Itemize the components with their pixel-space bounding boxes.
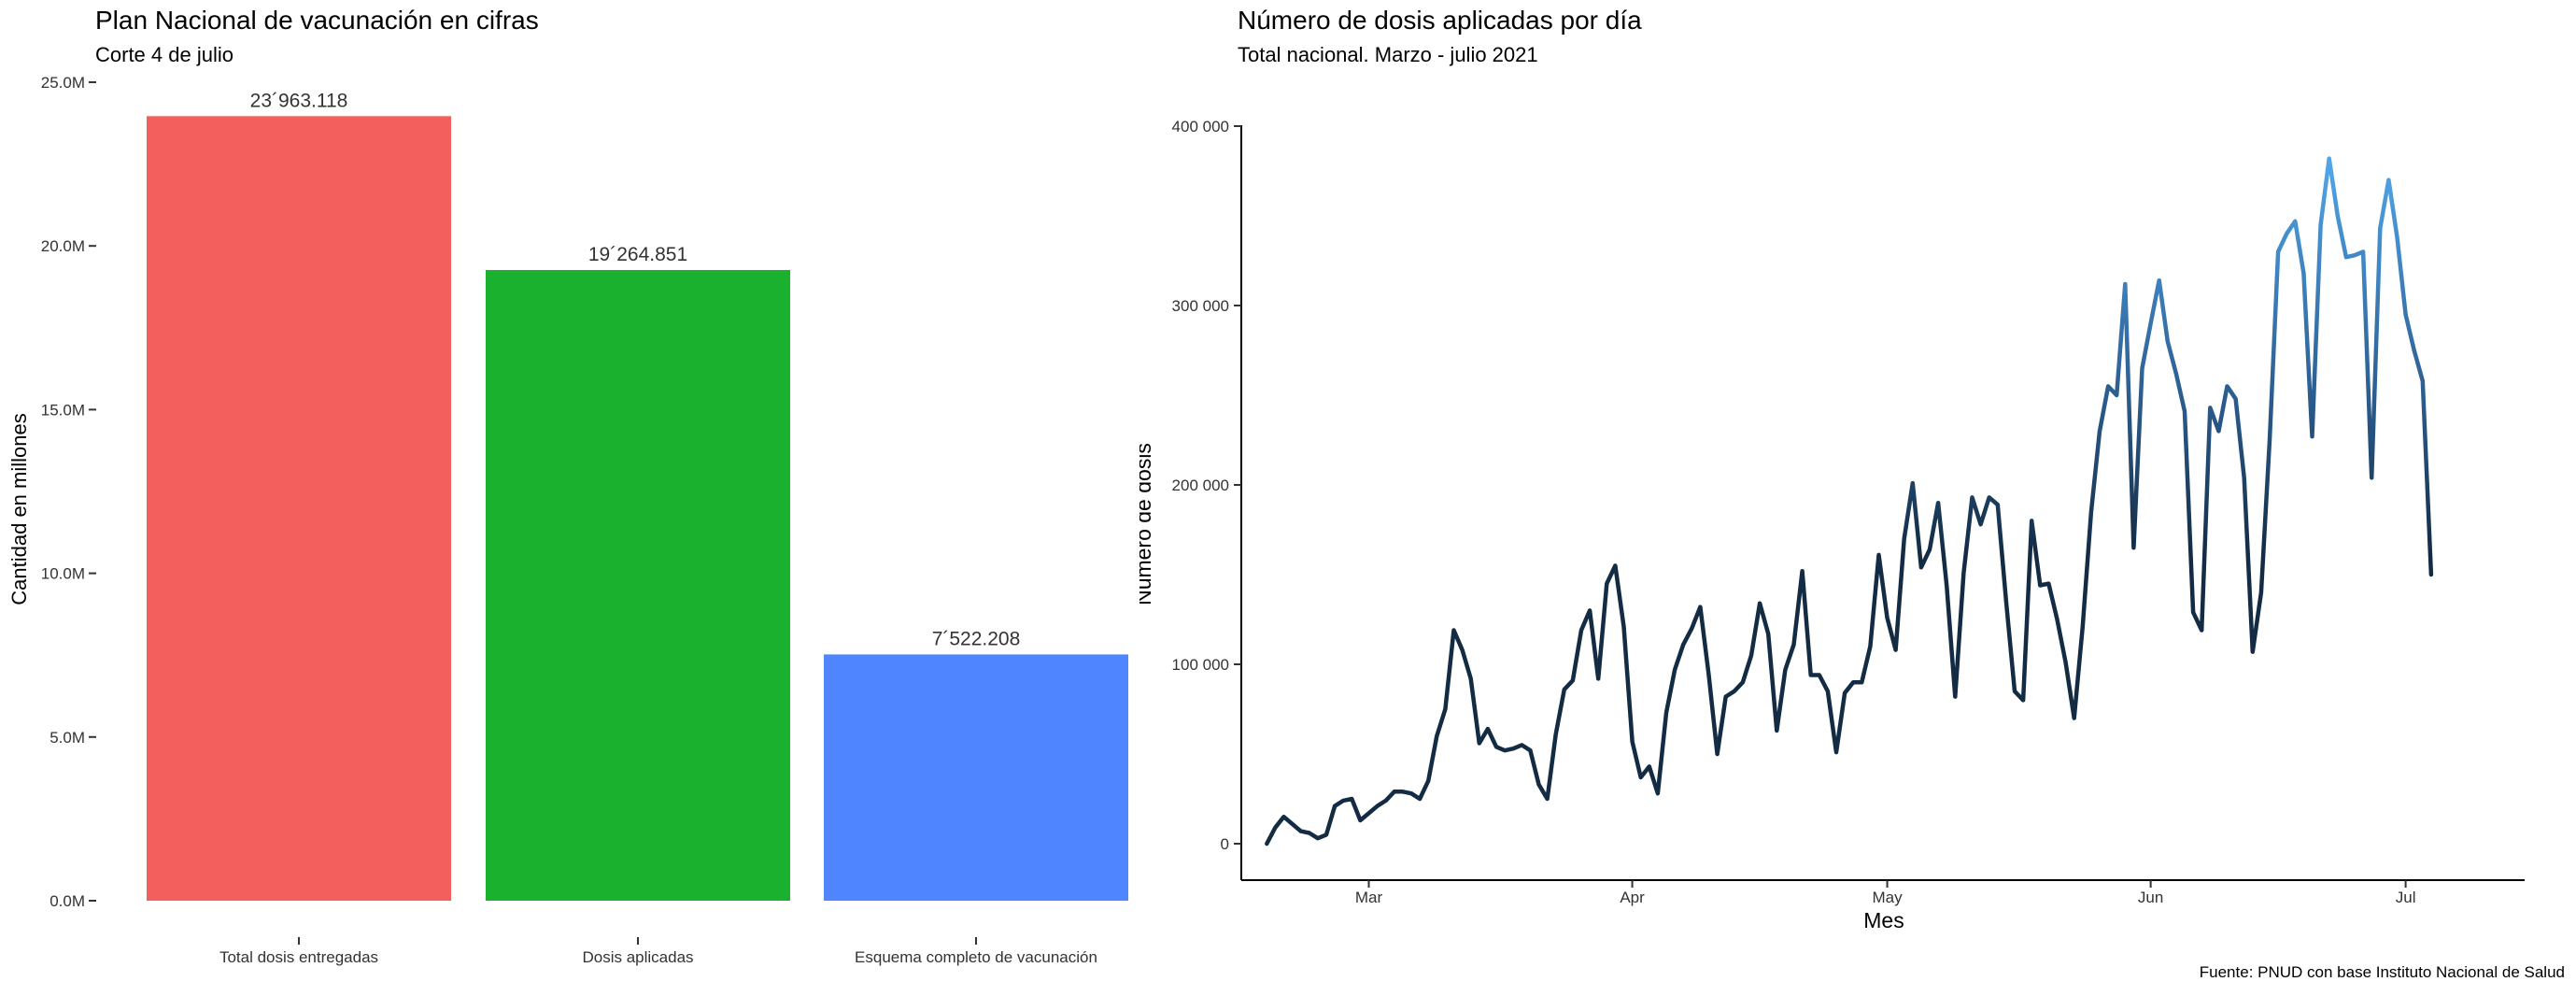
bar-chart-y-tick-label: 20.0M (41, 237, 85, 255)
bar-chart-x-tick-label: Total dosis entregadas (219, 948, 378, 966)
line-series (1265, 156, 2434, 847)
line-chart-x-tick-label: Jul (2396, 889, 2416, 906)
left-chart-subtitle: Corte 4 de julio (95, 43, 234, 66)
line-chart-x-tick-label: May (1872, 889, 1903, 906)
line-chart-x-axis-label: Mes (1863, 908, 1904, 932)
bar (486, 269, 790, 902)
bar-data-label: 23´963.118 (250, 90, 348, 111)
line-chart-y-axis-label: Número de dosis (1139, 443, 1155, 605)
bar-chart-y-tick-label: 5.0M (50, 729, 85, 747)
bar-chart-y-tick-label: 25.0M (41, 74, 85, 92)
right-chart-subtitle: Total nacional. Marzo - julio 2021 (1238, 43, 1538, 66)
bar-chart: Cantidad en millones 0.0M 5.0M 10.0M 15.0M 2… (7, 74, 1128, 966)
line-chart-y-tick-label: 0 (1221, 835, 1229, 853)
source-caption: Fuente: PNUD con base Instituto Nacional… (2199, 963, 2565, 981)
bar (824, 654, 1128, 901)
bar-chart-y-tick-label: 10.0M (41, 565, 85, 583)
bar-data-label: 19´264.851 (588, 244, 687, 265)
line-chart-x-tick-label: Mar (1355, 889, 1383, 906)
bar-chart-y-tick-label: 0.0M (50, 892, 85, 910)
bar-chart-y-tick-label: 15.0M (41, 401, 85, 419)
bar-chart-x-tick-label: Esquema completo de vacunación (855, 948, 1097, 966)
line-chart-y-tick-label: 200 000 (1172, 477, 1229, 494)
right-chart-title: Número de dosis aplicadas por día (1238, 6, 1642, 35)
bar-chart-x-tick-label: Dosis aplicadas (582, 948, 693, 966)
line-chart-x-tick-label: Jun (2138, 889, 2163, 906)
line-chart-y-tick-label: 400 000 (1172, 118, 1229, 135)
bar (147, 116, 451, 902)
line-chart-x-tick-label: Apr (1620, 889, 1645, 906)
left-chart-title: Plan Nacional de vacunación en cifras (95, 6, 539, 35)
line-chart: Número de dosis Mes 0 100 000 200 000 300 0… (1139, 118, 2525, 932)
line-chart-y-tick-label: 100 000 (1172, 656, 1229, 674)
bar-chart-y-axis-label: Cantidad en millones (7, 413, 31, 605)
line-chart-y-tick-label: 300 000 (1172, 297, 1229, 315)
bar-data-label: 7´522.208 (932, 628, 1021, 649)
